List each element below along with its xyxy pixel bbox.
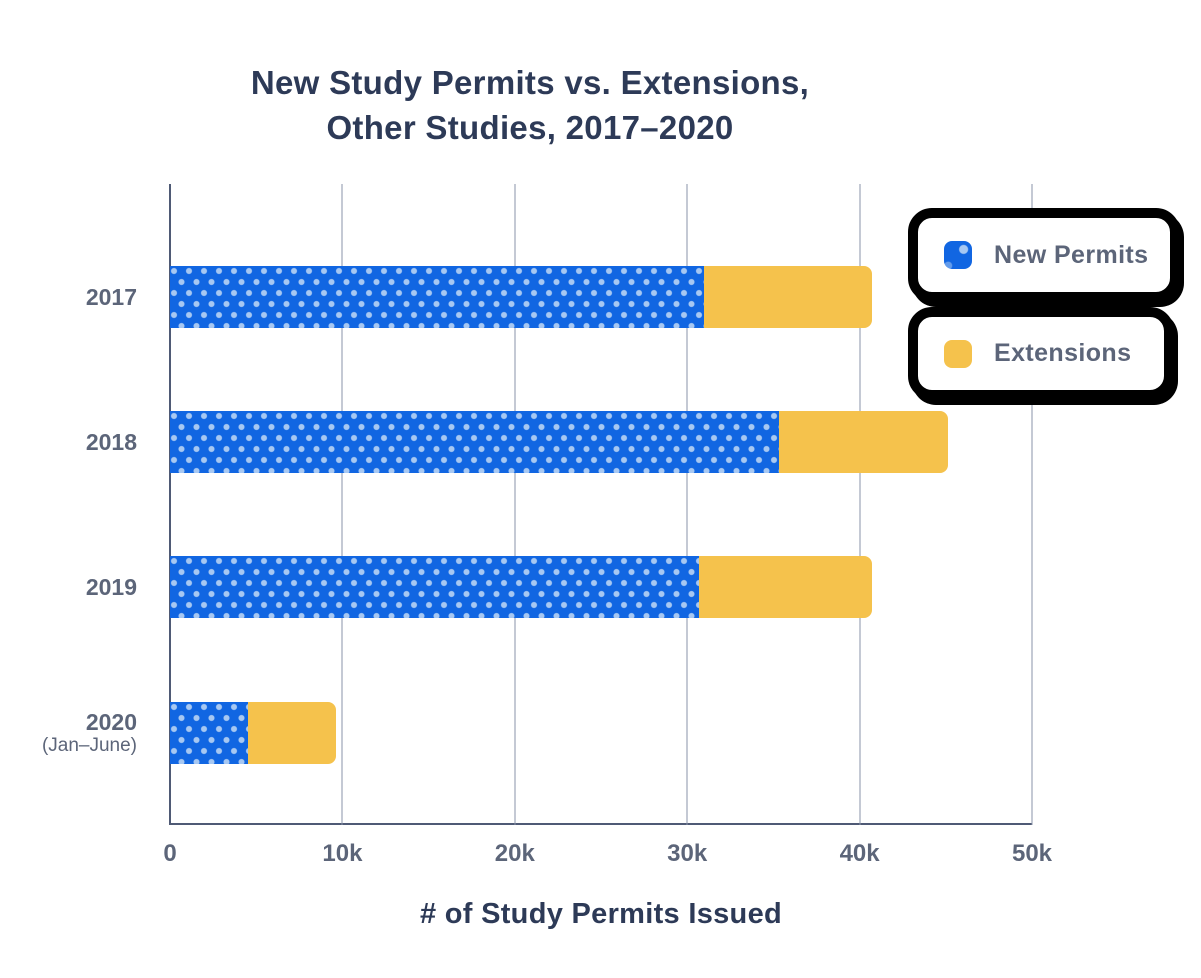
x-tick-40k: 40k (839, 840, 880, 867)
bar-segment-extensions-2017 (704, 266, 872, 328)
y-axis-label-2018: 2018 (0, 429, 150, 455)
x-tick-30k: 30k (667, 840, 708, 867)
legend-item-extensions[interactable]: Extensions (908, 307, 1174, 400)
x-axis-title: # of Study Permits Issued (419, 898, 783, 930)
y-axis-label-2019: 2019 (0, 574, 150, 600)
y-axis-label-main: 2018 (85, 429, 137, 455)
gridline-20k (514, 184, 516, 825)
y-axis-label-sub: (Jan–June) (41, 735, 137, 756)
chart-title-line2: Other Studies, 2017–2020 (326, 109, 734, 146)
y-axis-labels: 2017 2018 2019 2020 (Jan–June) (0, 184, 150, 823)
bar-segment-new-permits-2020 (Jan–June) (170, 702, 248, 764)
x-tick-20k: 20k (494, 840, 535, 867)
x-tick-0: 0 (163, 840, 177, 867)
bar-row-2017 (170, 266, 1032, 328)
bar-segment-extensions-2019 (699, 556, 872, 618)
x-tick-10k: 10k (322, 840, 363, 867)
extensions-swatch-icon (944, 339, 972, 368)
bar-segment-new-permits-2019 (170, 556, 700, 618)
y-axis-line (169, 184, 171, 825)
legend-item-new-permits[interactable]: New Permits (908, 208, 1180, 302)
gridline-30k (686, 184, 688, 825)
chart-title-line1: New Study Permits vs. Extensions, (250, 64, 810, 101)
gridline-50k (1031, 184, 1033, 825)
bar-row-2020 (Jan–June) (170, 702, 1032, 764)
gridline-10k (341, 184, 343, 825)
y-axis-label-main: 2019 (85, 574, 137, 600)
legend-label-extensions: Extensions (994, 339, 1132, 367)
y-axis-label-main: 2017 (85, 284, 137, 310)
y-axis-label-2020: 2020 (Jan–June) (0, 709, 150, 757)
new-permits-swatch-icon (944, 241, 972, 269)
bar-segment-extensions-2018 (778, 411, 948, 473)
y-axis-label-main: 2020 (85, 709, 137, 735)
gridline-40k (859, 184, 861, 825)
plot-area (169, 184, 1033, 825)
x-tick-50k: 50k (1011, 840, 1053, 867)
bar-segment-new-permits-2018 (170, 411, 779, 473)
y-axis-label-2017: 2017 (0, 284, 150, 310)
bar-row-2019 (170, 556, 1032, 618)
x-axis-ticks: 0 10k 20k 30k 40k 50k (163, 840, 1052, 872)
legend-label-new-permits: New Permits (994, 240, 1149, 269)
bar-row-2018 (170, 411, 1032, 473)
bar-segment-extensions-2020 (Jan–June) (247, 702, 336, 764)
chart-title: New Study Permits vs. Extensions, Other … (0, 60, 1060, 150)
bar-segment-new-permits-2017 (170, 266, 705, 328)
